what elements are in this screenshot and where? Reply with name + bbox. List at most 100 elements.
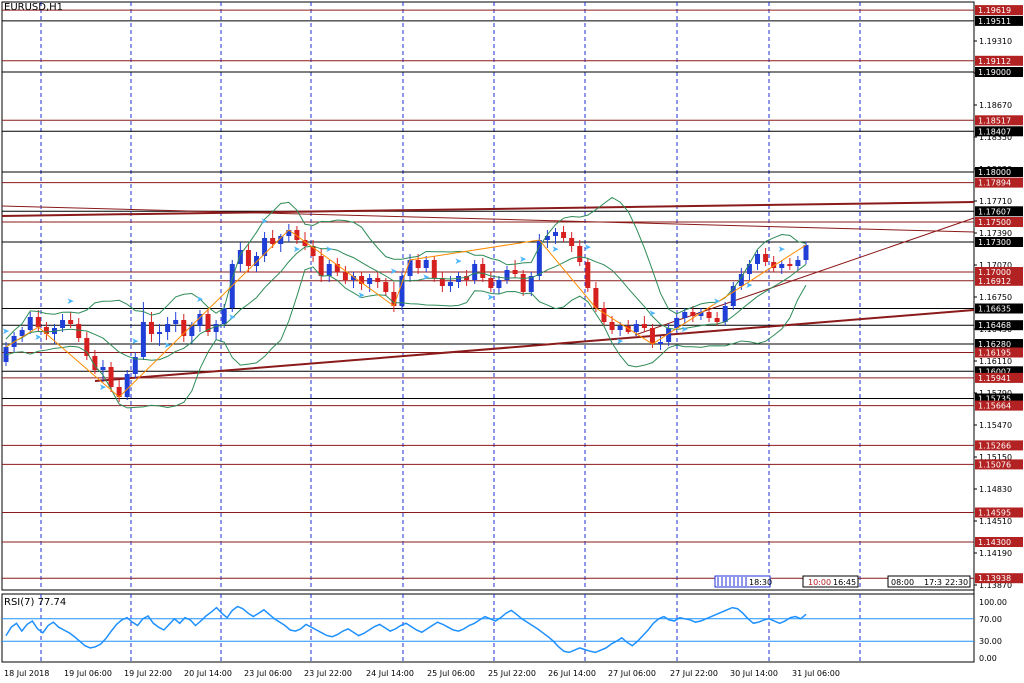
- candle-body: [60, 320, 66, 328]
- candle-body: [803, 245, 809, 260]
- level-label: 1.15941: [978, 374, 1011, 383]
- price-tick-label: 1.14190: [979, 549, 1012, 558]
- session-label: 17:3: [924, 578, 942, 587]
- bollinger-lower: [5, 266, 807, 409]
- candle-body: [189, 326, 195, 336]
- session-box-right: [887, 575, 971, 588]
- rsi-level-label: 0.00: [979, 654, 997, 663]
- trendline-upper: [1, 205, 975, 233]
- candle-body: [706, 312, 712, 318]
- level-label-box: [975, 320, 1023, 331]
- level-label: 1.14595: [978, 509, 1011, 518]
- trendline-resistance: [1, 201, 975, 217]
- candle-body: [439, 278, 445, 286]
- candle-body: [520, 274, 526, 292]
- level-label: 1.19000: [978, 68, 1011, 77]
- candle-body: [464, 276, 470, 280]
- fractal-marker: ➤: [228, 313, 236, 323]
- level-label: 1.18000: [978, 168, 1011, 177]
- candle-body: [359, 276, 365, 284]
- candle-body: [375, 278, 381, 282]
- level-label-box: [975, 347, 1023, 358]
- level-label: 1.15735: [978, 395, 1011, 404]
- candle-body: [431, 260, 437, 278]
- candle-body: [577, 246, 583, 262]
- time-label: 31 Jul 06:00: [792, 669, 840, 678]
- candle-body: [641, 324, 647, 328]
- rsi-level-label: 30.00: [979, 637, 1002, 646]
- candle-body: [399, 276, 405, 306]
- level-label: 1.16468: [978, 321, 1011, 330]
- price-tick-label: 1.18670: [979, 101, 1012, 110]
- level-label-box: [975, 366, 1023, 377]
- candle-body: [383, 282, 389, 292]
- candle-body: [714, 318, 720, 322]
- candle-body: [197, 314, 203, 326]
- candle-body: [270, 238, 276, 244]
- session-label: 22:30: [945, 578, 968, 587]
- level-label: 1.17500: [978, 218, 1011, 227]
- level-label: 1.17000: [978, 268, 1011, 277]
- candle-body: [124, 374, 130, 397]
- level-label-box: [975, 459, 1023, 470]
- candle-body: [682, 312, 688, 318]
- fractal-marker: ➤: [34, 333, 42, 343]
- price-tick-label: 1.15150: [979, 453, 1012, 462]
- fractal-marker: ➤: [455, 257, 463, 267]
- fractal-marker: ➤: [99, 383, 107, 393]
- candle-body: [795, 260, 801, 266]
- level-label-box: [975, 267, 1023, 277]
- candle-body: [132, 357, 138, 374]
- time-label: 30 Jul 14:00: [730, 669, 778, 678]
- candle-body: [730, 286, 736, 306]
- session-label: 16:45: [833, 578, 856, 587]
- fractal-marker: ➤: [519, 255, 527, 265]
- time-label: 23 Jul 06:00: [244, 669, 292, 678]
- level-label-box: [975, 303, 1023, 314]
- time-label: 25 Jul 22:00: [488, 669, 536, 678]
- level-label: 1.14300: [978, 538, 1011, 547]
- price-tick-label: 1.17390: [979, 229, 1012, 238]
- candle-body: [43, 327, 49, 334]
- time-label: 20 Jul 14:00: [184, 669, 232, 678]
- fractal-marker: ➤: [325, 245, 333, 255]
- candle-body: [27, 317, 33, 330]
- candle-body: [173, 320, 179, 324]
- level-label: 1.16007: [978, 367, 1011, 376]
- price-tick-label: 1.16750: [979, 293, 1012, 302]
- level-label-box: [975, 339, 1023, 349]
- candle-body: [633, 324, 639, 332]
- session-label: 18:30: [749, 578, 772, 587]
- rsi-level-label: 70.00: [979, 615, 1002, 624]
- candle-body: [674, 318, 680, 328]
- candle-body: [666, 328, 672, 342]
- candle-body: [286, 230, 292, 236]
- candle-body: [334, 264, 340, 272]
- candle-body: [407, 260, 413, 276]
- level-label-box: [975, 507, 1023, 518]
- fractal-marker: ➤: [293, 245, 301, 255]
- candle-body: [181, 320, 187, 336]
- candle-body: [245, 250, 251, 266]
- fractal-marker: ➤: [422, 273, 430, 283]
- level-label: 1.19112: [978, 57, 1011, 66]
- candle-body: [100, 367, 106, 370]
- level-label-box: [975, 393, 1023, 404]
- level-label: 1.16280: [978, 340, 1011, 349]
- candle-body: [205, 314, 211, 332]
- level-label: 1.13938: [978, 574, 1011, 583]
- candle-body: [496, 280, 502, 288]
- price-tick-label: 1.18350: [979, 133, 1012, 142]
- candle-body: [19, 330, 25, 336]
- candle-body: [488, 278, 494, 288]
- price-tick-label: 1.14830: [979, 485, 1012, 494]
- candle-body: [302, 240, 308, 246]
- candle-body: [561, 232, 567, 238]
- time-label: 18 Jul 2018: [4, 669, 49, 678]
- candle-body: [690, 312, 696, 316]
- candle-body: [92, 356, 98, 370]
- time-label: 27 Jul 06:00: [608, 669, 656, 678]
- candle-body: [326, 264, 332, 276]
